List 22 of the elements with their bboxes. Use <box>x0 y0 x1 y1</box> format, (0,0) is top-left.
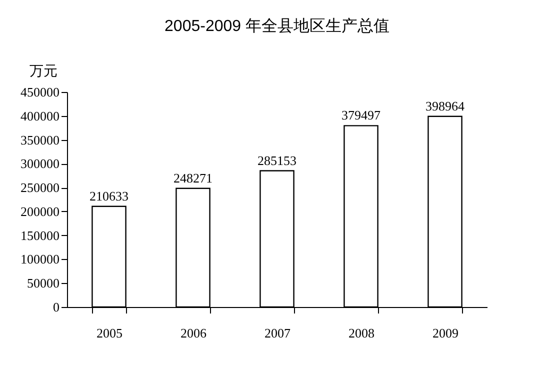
data-label: 379497 <box>342 108 381 123</box>
y-tick-label: 0 <box>53 300 60 314</box>
data-label: 285153 <box>258 152 296 168</box>
data-label: 398964 <box>426 98 465 114</box>
y-axis-title: 万元 <box>30 62 58 78</box>
y-tick-label: 250000 <box>20 180 60 196</box>
x-tick-label: 2006 <box>180 326 207 340</box>
y-tick-label: 100000 <box>20 252 60 267</box>
y-tick-label: 400000 <box>20 108 60 124</box>
y-tick-label: 150000 <box>20 228 60 243</box>
y-tick-label: 300000 <box>20 156 60 172</box>
x-tick-label: 2009 <box>432 326 458 340</box>
x-tick-label: 2005 <box>96 326 122 340</box>
data-label: 248271 <box>174 170 212 186</box>
y-tick-label: 200000 <box>20 204 60 219</box>
y-tick-label: 50000 <box>27 276 60 291</box>
data-label: 210633 <box>90 188 128 204</box>
x-tick-label: 2008 <box>348 326 374 340</box>
x-tick-label: 2007 <box>264 326 291 340</box>
y-tick-label: 350000 <box>20 132 60 148</box>
y-tick-label: 450000 <box>20 84 60 100</box>
chart-title: 2005-2009 年全县地区生产总值 <box>164 17 390 35</box>
